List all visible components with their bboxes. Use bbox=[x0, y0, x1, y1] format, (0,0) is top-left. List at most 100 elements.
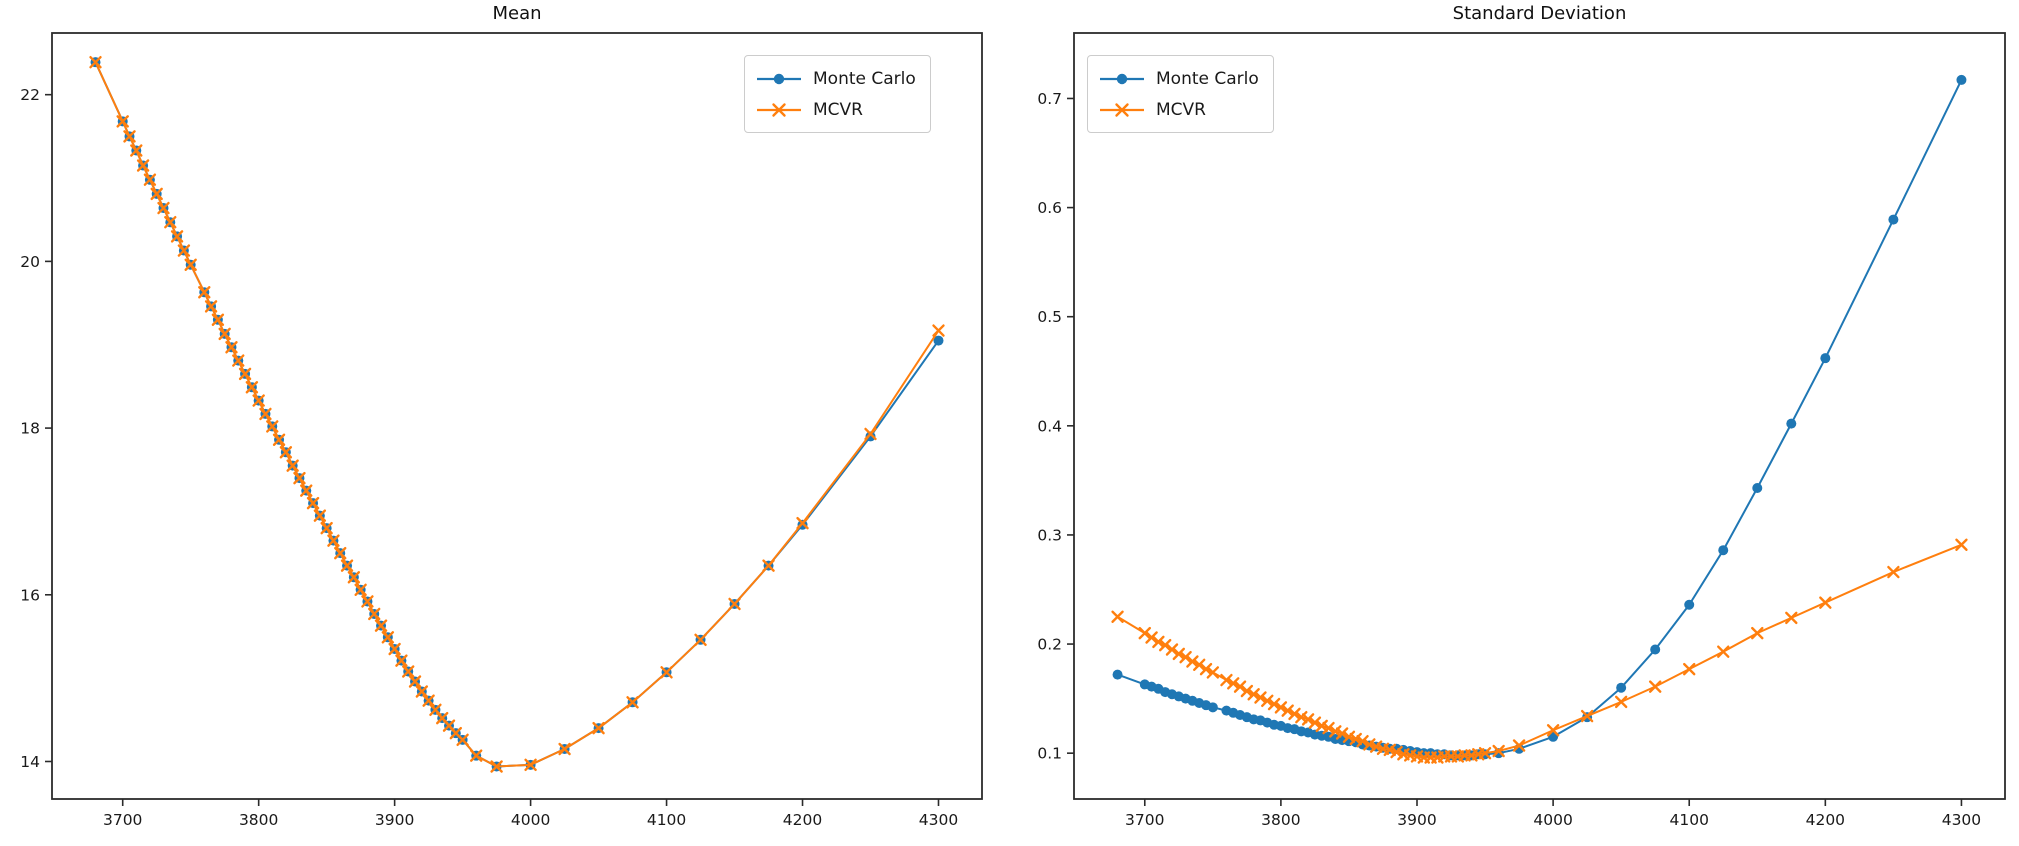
data-point-marker bbox=[1786, 418, 1797, 429]
data-point-marker bbox=[1390, 745, 1403, 759]
data-point-marker bbox=[1220, 673, 1233, 687]
data-point-marker bbox=[238, 367, 252, 381]
mean-chart-title: Mean bbox=[492, 3, 542, 24]
data-point-marker bbox=[1301, 713, 1315, 726]
x-tick-label: 4300 bbox=[1942, 811, 1981, 829]
x-tick-label: 3900 bbox=[1397, 811, 1436, 829]
y-tick-label: 16 bbox=[20, 586, 40, 604]
data-point-marker bbox=[1322, 721, 1335, 735]
data-point-marker bbox=[1308, 716, 1322, 729]
data-point-marker bbox=[1342, 730, 1356, 744]
data-point-marker bbox=[116, 115, 129, 128]
x-tick-label: 3800 bbox=[1261, 811, 1300, 829]
data-point-marker bbox=[1349, 732, 1362, 746]
std-monte-carlo-markers bbox=[1112, 74, 1967, 761]
data-point-marker bbox=[1158, 638, 1172, 652]
data-point-marker bbox=[1887, 565, 1900, 579]
data-point-marker bbox=[1233, 680, 1247, 693]
x-tick-label: 4100 bbox=[1669, 811, 1708, 829]
data-point-marker bbox=[1955, 538, 1968, 551]
data-point-marker bbox=[1111, 610, 1124, 623]
legend-entry-mcvr: MCVR bbox=[1098, 94, 1259, 125]
data-point-marker bbox=[320, 521, 333, 535]
data-point-marker bbox=[198, 286, 211, 299]
data-point-marker bbox=[1193, 658, 1206, 671]
y-tick-label: 0.5 bbox=[1037, 308, 1062, 326]
data-point-marker bbox=[374, 619, 388, 632]
data-point-marker bbox=[865, 431, 876, 442]
data-point-marker bbox=[864, 427, 877, 441]
mean-mcvr-line bbox=[94, 61, 940, 768]
data-point-marker bbox=[1356, 734, 1369, 748]
std-mcvr-line bbox=[1116, 543, 1963, 759]
data-point-marker bbox=[933, 335, 944, 346]
y-tick-label: 0.1 bbox=[1037, 745, 1062, 763]
data-point-marker bbox=[1315, 719, 1328, 733]
data-point-marker bbox=[1383, 743, 1396, 757]
data-point-marker bbox=[1956, 74, 1967, 85]
data-point-marker bbox=[1179, 650, 1192, 664]
mean-monte-carlo-markers bbox=[90, 57, 944, 772]
data-point-marker bbox=[1614, 695, 1628, 709]
data-point-marker bbox=[490, 760, 503, 773]
data-point-marker bbox=[130, 144, 143, 157]
data-point-marker bbox=[1512, 739, 1526, 752]
data-point-marker bbox=[218, 327, 231, 341]
legend-label: Monte Carlo bbox=[813, 68, 916, 89]
data-point-marker bbox=[368, 607, 381, 621]
data-point-marker bbox=[361, 595, 374, 608]
mean-plot-area: 3700 3800 3900 4000 4100 4200 4300 14 16 18 20 22 bbox=[20, 32, 983, 829]
data-point-marker bbox=[1369, 740, 1383, 753]
data-point-marker bbox=[157, 201, 170, 215]
data-point-marker bbox=[184, 258, 197, 271]
data-point-marker bbox=[177, 244, 191, 257]
legend-entry-mcvr: MCVR bbox=[755, 94, 916, 125]
data-point-marker bbox=[1363, 738, 1376, 751]
data-point-marker bbox=[1492, 744, 1505, 758]
data-point-marker bbox=[388, 642, 401, 656]
data-point-marker bbox=[1261, 694, 1274, 707]
data-point-marker bbox=[796, 516, 809, 530]
mean-chart-legend: Monte Carlo MCVR bbox=[744, 55, 931, 133]
data-point-marker bbox=[252, 394, 265, 407]
data-point-marker bbox=[1207, 702, 1218, 713]
x-tick-label: 3900 bbox=[375, 811, 414, 829]
data-point-marker bbox=[1145, 631, 1158, 644]
data-point-marker bbox=[1718, 545, 1729, 556]
data-point-marker bbox=[1206, 666, 1220, 679]
data-point-marker bbox=[1227, 677, 1240, 690]
std-mcvr-markers bbox=[1111, 538, 1968, 764]
legend-marker-sample bbox=[1100, 102, 1144, 117]
y-tick-label: 18 bbox=[20, 420, 40, 438]
mean-mcvr-markers bbox=[89, 55, 945, 773]
data-point-marker bbox=[1752, 483, 1763, 494]
data-point-marker bbox=[1329, 725, 1342, 738]
axes-frame bbox=[51, 32, 983, 800]
data-point-marker bbox=[1267, 697, 1281, 711]
data-point-marker bbox=[626, 696, 639, 709]
x-tick-label: 4300 bbox=[919, 811, 958, 829]
data-point-marker bbox=[1751, 626, 1764, 640]
data-point-marker bbox=[1112, 669, 1123, 680]
data-point-marker bbox=[1172, 647, 1186, 661]
data-point-marker bbox=[1684, 599, 1695, 610]
data-point-marker bbox=[334, 546, 347, 560]
y-tick-label: 0.2 bbox=[1037, 636, 1062, 654]
data-point-marker bbox=[1648, 680, 1662, 693]
data-point-marker bbox=[1240, 684, 1254, 698]
data-point-marker bbox=[164, 216, 177, 229]
legend-entry-monte-carlo: Monte Carlo bbox=[1098, 63, 1259, 94]
data-point-marker bbox=[123, 130, 136, 143]
data-point-marker bbox=[1165, 643, 1179, 656]
data-point-marker bbox=[1138, 626, 1151, 640]
std-plot-area: 3700 3800 3900 4000 4100 4200 4300 0.1 0.2 0.3 0.4… bbox=[1037, 32, 2006, 829]
data-point-marker bbox=[1247, 688, 1260, 701]
data-point-marker bbox=[89, 55, 102, 69]
data-point-marker bbox=[1820, 353, 1831, 364]
data-point-marker bbox=[1186, 655, 1199, 668]
x-tick-label: 4000 bbox=[1533, 811, 1572, 829]
data-point-marker bbox=[415, 685, 429, 698]
data-point-marker bbox=[660, 666, 673, 679]
